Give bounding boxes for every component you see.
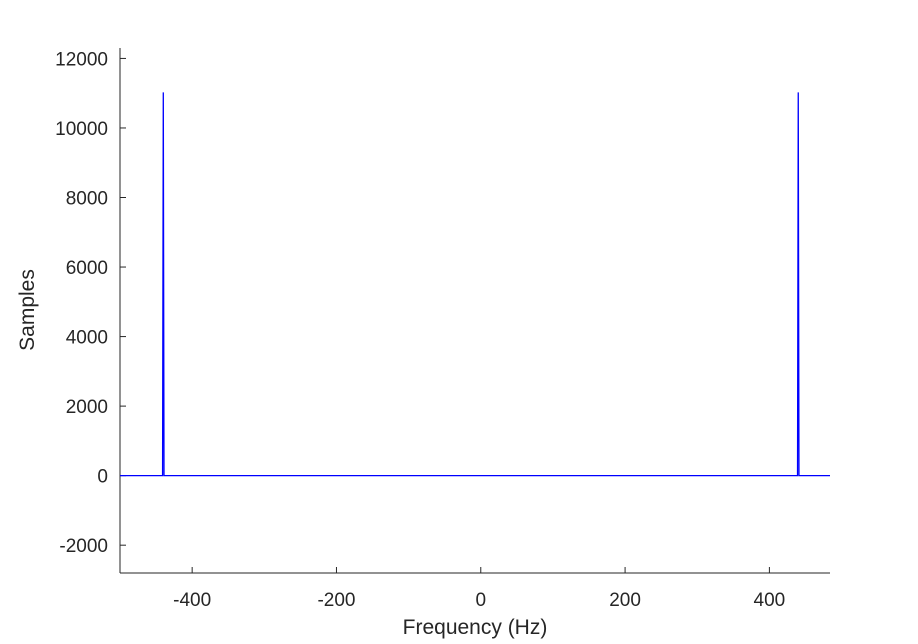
y-tick-label: 12000 (55, 49, 108, 70)
y-tick-label: 10000 (55, 119, 108, 140)
y-tick-label: 2000 (66, 397, 108, 418)
series (120, 92, 830, 477)
y-axis-label: Samples (16, 269, 39, 351)
ticks: -400 -200 0 200 400-200002000400060008000100… (55, 49, 785, 611)
y-tick-label: 0 (97, 467, 108, 488)
y-tick-label: 8000 (66, 189, 108, 210)
x-tick-label: -400 (173, 590, 211, 611)
y-tick-label: 4000 (66, 328, 108, 349)
y-tick-label: 6000 (66, 258, 108, 279)
x-tick-label: -200 (317, 590, 355, 611)
x-tick-label: 200 (609, 590, 641, 611)
series-line-0 (120, 92, 830, 477)
y-tick-label: -2000 (59, 536, 108, 557)
x-tick-label: 0 (475, 590, 486, 611)
x-tick-label: 400 (754, 590, 786, 611)
x-axis-label: Frequency (Hz) (403, 616, 548, 639)
axes (119, 48, 830, 574)
